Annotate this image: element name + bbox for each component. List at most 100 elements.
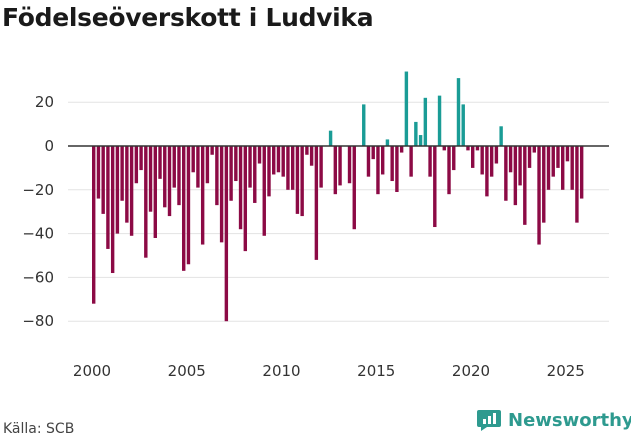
bar bbox=[546, 146, 551, 190]
bar bbox=[257, 146, 262, 164]
bar bbox=[494, 146, 499, 164]
bar bbox=[177, 146, 181, 206]
bar bbox=[395, 146, 399, 192]
bar bbox=[125, 146, 129, 223]
bar bbox=[456, 78, 461, 146]
bar bbox=[565, 146, 570, 162]
gridlines bbox=[68, 101, 609, 322]
y-tick-label: 0 bbox=[44, 137, 54, 155]
bar bbox=[579, 146, 584, 199]
bar bbox=[134, 146, 139, 184]
bar bbox=[267, 146, 271, 197]
bar bbox=[338, 146, 342, 186]
bar bbox=[295, 146, 300, 214]
x-tick-label: 2020 bbox=[452, 362, 490, 380]
source-note: Källa: SCB bbox=[3, 421, 75, 437]
bar bbox=[129, 146, 134, 236]
bar bbox=[305, 146, 309, 155]
bar bbox=[205, 146, 210, 184]
bar bbox=[366, 146, 371, 177]
bar bbox=[148, 146, 153, 212]
bar bbox=[376, 146, 380, 195]
bar bbox=[96, 146, 101, 199]
bar bbox=[508, 146, 513, 173]
bar bbox=[115, 146, 120, 234]
bar bbox=[452, 146, 456, 171]
bar bbox=[414, 121, 418, 146]
bar bbox=[527, 146, 532, 168]
x-tick-label: 2025 bbox=[547, 362, 585, 380]
bar bbox=[390, 146, 394, 182]
bar bbox=[556, 146, 560, 168]
bar bbox=[153, 146, 157, 238]
bar bbox=[499, 126, 503, 146]
bar bbox=[229, 146, 233, 201]
bar bbox=[461, 104, 465, 146]
bar bbox=[110, 146, 115, 274]
bar bbox=[447, 146, 451, 195]
bar bbox=[442, 146, 446, 151]
bar bbox=[437, 95, 442, 146]
bar bbox=[561, 146, 565, 190]
bar bbox=[428, 146, 432, 177]
bar bbox=[290, 146, 295, 190]
bar bbox=[399, 146, 404, 153]
bar bbox=[200, 146, 205, 245]
bar bbox=[262, 146, 266, 236]
bar bbox=[286, 146, 290, 190]
bar bbox=[352, 146, 356, 230]
bar bbox=[542, 146, 546, 223]
bar bbox=[300, 146, 304, 217]
bar bbox=[489, 146, 494, 177]
y-tick-label: −60 bbox=[22, 268, 54, 286]
newsworthy-logo-icon bbox=[477, 410, 501, 431]
bar bbox=[167, 146, 172, 217]
bar bbox=[163, 146, 167, 208]
bar bbox=[139, 146, 143, 171]
bar bbox=[371, 146, 375, 160]
bar bbox=[248, 146, 252, 188]
y-tick-label: −80 bbox=[22, 312, 54, 330]
bar bbox=[253, 146, 257, 203]
bar bbox=[485, 146, 489, 197]
bar bbox=[328, 130, 333, 146]
bar bbox=[418, 135, 423, 146]
bar bbox=[347, 146, 352, 184]
bar bbox=[281, 146, 285, 177]
x-tick-label: 2000 bbox=[73, 362, 111, 380]
bar bbox=[172, 146, 176, 188]
bar bbox=[186, 146, 191, 265]
brand-logo: Newsworthy bbox=[476, 408, 631, 432]
bar bbox=[144, 146, 148, 258]
bar bbox=[504, 146, 508, 201]
bar bbox=[575, 146, 579, 223]
bar bbox=[196, 146, 200, 188]
x-axis-ticks: 2000 2005 2010 2015 2020 2025 bbox=[73, 362, 585, 380]
bar bbox=[409, 146, 413, 177]
bar bbox=[219, 146, 224, 243]
bar bbox=[210, 146, 214, 155]
bar bbox=[532, 146, 536, 153]
bar bbox=[238, 146, 243, 230]
bar bbox=[101, 146, 105, 214]
bar bbox=[120, 146, 124, 201]
bar bbox=[513, 146, 518, 206]
bar bbox=[433, 146, 437, 228]
bar bbox=[106, 146, 110, 249]
bar bbox=[471, 146, 475, 168]
bar bbox=[404, 71, 409, 146]
bars bbox=[92, 71, 584, 322]
bar bbox=[362, 104, 366, 146]
bar bbox=[475, 146, 480, 151]
y-tick-label: −20 bbox=[22, 181, 54, 199]
bar bbox=[333, 146, 338, 195]
bar bbox=[380, 146, 385, 175]
bar bbox=[182, 146, 186, 271]
bar bbox=[215, 146, 219, 206]
bar bbox=[224, 146, 229, 322]
bar bbox=[518, 146, 522, 186]
bar bbox=[314, 146, 319, 260]
bar bbox=[385, 139, 390, 146]
bar bbox=[276, 146, 281, 173]
